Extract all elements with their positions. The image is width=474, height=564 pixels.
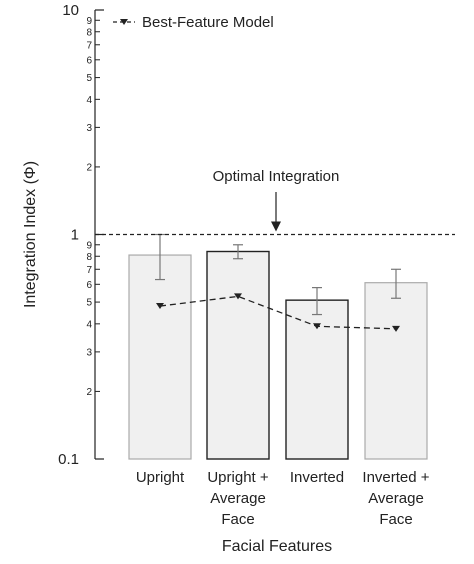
x-tick-label: Face bbox=[379, 511, 412, 528]
y-minor-tick-label: 4 bbox=[86, 319, 92, 330]
series-marker bbox=[234, 293, 242, 300]
annotation-arrow-head bbox=[271, 221, 281, 232]
y-minor-tick-label: 2 bbox=[86, 387, 92, 398]
y-minor-tick-label: 6 bbox=[86, 280, 92, 291]
y-tick-label: 0.1 bbox=[58, 451, 79, 468]
y-minor-tick-label: 5 bbox=[86, 298, 92, 309]
x-tick-label: Average bbox=[368, 490, 424, 507]
series-line bbox=[159, 295, 397, 330]
series-marker bbox=[156, 303, 164, 310]
bar bbox=[206, 250, 270, 460]
y-minor-tick-label: 6 bbox=[86, 55, 92, 66]
x-tick-label: Average bbox=[210, 490, 266, 507]
legend-label: Best-Feature Model bbox=[142, 14, 274, 31]
y-tick-label: 10 bbox=[62, 2, 79, 19]
y-tick-label: 1 bbox=[71, 227, 79, 244]
y-minor-tick-label: 9 bbox=[86, 240, 92, 251]
reference-line-label: Optimal Integration bbox=[213, 168, 340, 185]
x-tick-label: Inverted + bbox=[362, 469, 429, 486]
y-minor-tick-label: 2 bbox=[86, 162, 92, 173]
x-tick-label: Upright bbox=[136, 469, 185, 486]
y-minor-tick-label: 8 bbox=[86, 27, 92, 38]
y-minor-tick-label: 8 bbox=[86, 252, 92, 263]
x-tick-label: Face bbox=[221, 511, 254, 528]
y-axis-title: Integration Index (Φ) bbox=[22, 161, 39, 308]
y-minor-tick-label: 3 bbox=[86, 123, 92, 134]
y-minor-tick-label: 4 bbox=[86, 95, 92, 106]
bar bbox=[364, 282, 428, 460]
y-minor-tick-label: 5 bbox=[86, 73, 92, 84]
x-axis-title: Facial Features bbox=[222, 538, 332, 555]
y-minor-tick-label: 7 bbox=[86, 265, 92, 276]
x-tick-label: Upright + bbox=[207, 469, 269, 486]
bar bbox=[128, 254, 192, 460]
legend-marker bbox=[120, 19, 128, 25]
x-tick-label: Inverted bbox=[290, 469, 344, 486]
y-minor-tick-label: 3 bbox=[86, 347, 92, 358]
y-minor-tick-label: 7 bbox=[86, 40, 92, 51]
y-minor-tick-label: 9 bbox=[86, 16, 92, 27]
series-marker bbox=[313, 323, 321, 330]
series-marker bbox=[392, 325, 400, 332]
